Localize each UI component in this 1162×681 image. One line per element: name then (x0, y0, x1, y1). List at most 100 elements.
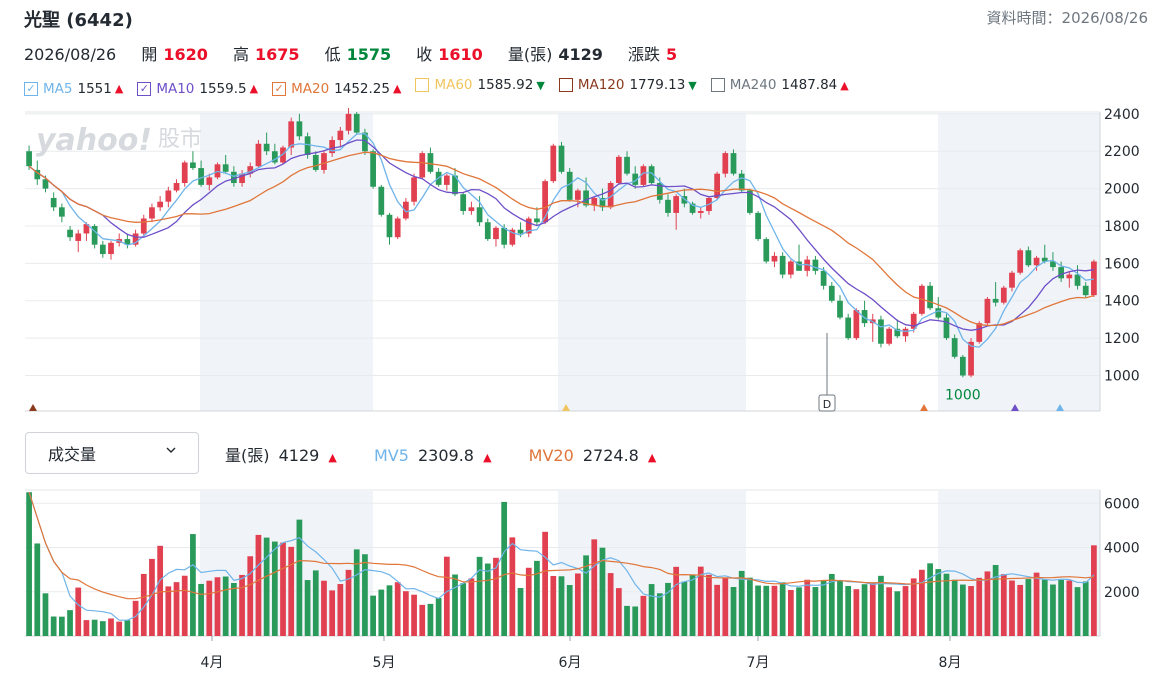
volume-bar (771, 585, 778, 636)
checkbox-icon[interactable]: ✓ (24, 81, 38, 96)
volume-bar (173, 582, 180, 636)
ma-legend-ma120[interactable]: MA120 1779.13 ▼ (558, 77, 697, 93)
candle (370, 151, 376, 187)
quote-volume: 量(張) 4129 (507, 45, 603, 64)
price-chart[interactable]: 1000 1200 1400 1600 1800 2000 2200 2400 yahoo! 股市… (0, 108, 1162, 528)
volume-bar (1066, 580, 1073, 636)
ma-legend-ma10[interactable]: ✓ MA10 1559.5 ▲ (137, 81, 258, 97)
volume-bar (271, 541, 278, 636)
volume-bar (132, 600, 139, 636)
volume-bar (828, 573, 835, 636)
volume-bar (968, 586, 974, 636)
candle (75, 233, 82, 241)
checkbox-icon[interactable]: ✓ (272, 81, 287, 96)
candle (239, 173, 245, 184)
candle (878, 319, 884, 344)
volume-bar (337, 584, 344, 636)
month-label: 6月 (559, 655, 582, 671)
volume-bar (403, 591, 409, 636)
volume-bar (353, 549, 360, 636)
candle (67, 229, 73, 238)
candle (42, 179, 49, 189)
candle (452, 175, 458, 195)
volume-bar (116, 621, 123, 636)
candle (312, 154, 319, 170)
watermark-suffix: 股市 (158, 127, 202, 152)
volume-bar (656, 593, 663, 636)
volume-bar (632, 606, 639, 636)
ma20-line (28, 151, 1095, 327)
volume-bar (411, 594, 417, 636)
volume-bar (386, 585, 393, 636)
volume-bar (149, 558, 155, 636)
candle (951, 338, 958, 357)
ma-legend-ma60[interactable]: MA60 1585.92 ▼ (415, 77, 545, 93)
candle (583, 190, 589, 206)
volume-bar (476, 556, 483, 636)
candle (591, 197, 598, 206)
month-shade-band (558, 112, 746, 411)
volume-bar (591, 539, 598, 636)
volume-bar (345, 569, 352, 636)
candle (968, 341, 974, 376)
checkbox-icon[interactable] (558, 78, 573, 92)
volume-legend: 量(張) 4129 ▲ MV5 2309.8 ▲ MV20 2724.8 ▲ (225, 442, 688, 466)
candle (165, 190, 172, 202)
candle (747, 190, 753, 213)
volume-bar (673, 566, 680, 636)
volume-bar (706, 574, 712, 636)
volume-bar (976, 577, 983, 636)
volume-bar (91, 619, 98, 636)
candle (632, 173, 639, 185)
volume-bar (460, 583, 467, 636)
volume-bar (50, 616, 57, 636)
volume-bar (288, 546, 295, 636)
candle (984, 298, 991, 324)
indicator-select[interactable]: 成交量 (25, 432, 199, 474)
y-tick-label: 2200 (1104, 144, 1140, 160)
arrow-up-icon: ▲ (392, 82, 402, 95)
candle (665, 199, 671, 213)
quote-bar: 2026/08/26 開 1620 高 1675 低 1575 收 1610 量(張) 4… (24, 41, 697, 65)
candle (656, 183, 663, 200)
ma-legend-ma240[interactable]: MA240 1487.84 ▲ (710, 77, 849, 93)
volume-bar (222, 576, 229, 636)
candle (992, 298, 999, 303)
ma-value: 1487.84 (781, 77, 838, 93)
candle (1066, 274, 1073, 279)
checkbox-icon[interactable] (710, 78, 725, 92)
checkbox-icon[interactable]: ✓ (137, 81, 152, 96)
candle (1025, 250, 1032, 266)
volume-bar (1009, 580, 1015, 636)
candle (280, 147, 286, 163)
event-marker-icon (1011, 404, 1019, 411)
volume-bar (566, 585, 573, 636)
volume-bar (787, 590, 794, 636)
candle (927, 285, 933, 309)
arrow-down-icon: ▼ (688, 78, 697, 92)
ma-name: MA5 (43, 80, 73, 97)
volume-bar (484, 563, 491, 636)
volume-chart[interactable]: 2000 4000 6000 4月 5月 6月 7月 8月 (0, 488, 1162, 678)
volume-bar (312, 570, 319, 636)
volume-bar (83, 620, 90, 636)
ma-legend-ma20[interactable]: ✓ MA20 1452.25 ▲ (272, 81, 401, 97)
candle (935, 308, 942, 318)
ma-name: MA120 (577, 77, 625, 93)
volume-bar (362, 554, 368, 636)
ma-legend-ma5[interactable]: ✓ MA5 1551 ▲ (24, 81, 123, 97)
candle (902, 328, 909, 337)
stock-title: 光聖 (6442) (24, 10, 133, 31)
candle (730, 153, 737, 174)
volume-bar (943, 573, 950, 636)
volume-legend-vol: 量(張) 4129 ▲ (225, 446, 337, 465)
candle (296, 121, 303, 137)
watermark-brand: yahoo! (36, 123, 152, 158)
candle (853, 310, 860, 339)
candle (755, 212, 761, 240)
ma-name: MA20 (291, 80, 330, 97)
candle (263, 143, 270, 152)
checkbox-icon[interactable] (415, 78, 430, 92)
volume-bar (525, 567, 532, 636)
volume-bar (394, 582, 401, 636)
